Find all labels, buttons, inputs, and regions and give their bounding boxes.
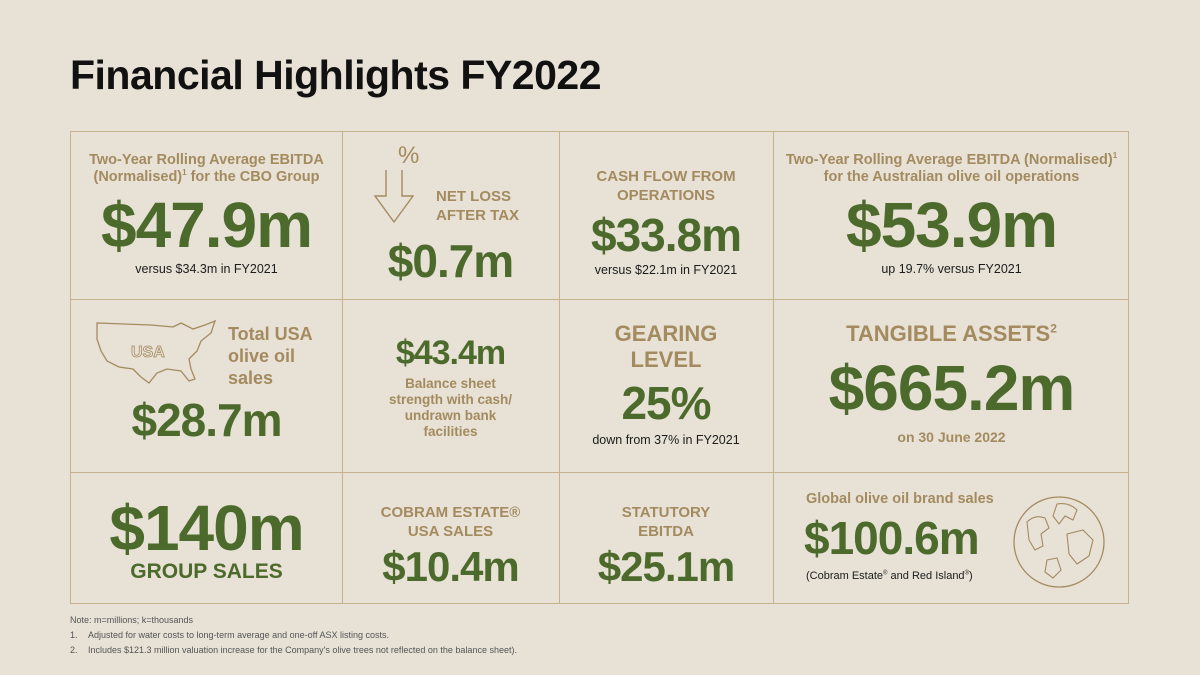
tangible-assets-label: TANGIBLE ASSETS2 — [846, 321, 1057, 346]
highlights-grid: Two-Year Rolling Average EBITDA (Normali… — [70, 131, 1129, 604]
tangible-assets-card: TANGIBLE ASSETS2 $665.2m on 30 June 2022 — [773, 299, 1130, 445]
cbo-ebitda-label: Two-Year Rolling Average EBITDA (Normali… — [89, 152, 324, 185]
group-sales-value: $140m — [109, 492, 304, 564]
footnote-note: Note: m=millions; k=thousands — [70, 615, 194, 625]
cbo-ebitda-card: Two-Year Rolling Average EBITDA (Normali… — [71, 132, 342, 276]
cobram-usa-card: COBRAM ESTATE® USA SALES $10.4m — [342, 472, 559, 591]
net-loss-label: NET LOSS AFTER TAX — [436, 188, 520, 224]
percent-symbol: % — [398, 142, 420, 169]
percent-down-arrow-icon — [372, 146, 422, 226]
global-sales-label: Global olive oil brand sales — [806, 491, 994, 507]
aus-ebitda-note: up 19.7% versus FY2021 — [881, 262, 1022, 276]
statutory-ebitda-label: STATUTORY EBITDA — [621, 504, 711, 540]
footnote-1: 1. Adjusted for water costs to long-term … — [70, 630, 389, 640]
cobram-usa-label: COBRAM ESTATE® USA SALES — [380, 504, 521, 540]
grid-divider — [342, 132, 343, 603]
usa-sales-label: Total USA olive oil sales — [228, 324, 313, 388]
grid-divider — [559, 132, 560, 603]
globe-icon — [1011, 494, 1107, 590]
gearing-value: 25% — [621, 377, 711, 429]
gearing-label: GEARING LEVEL — [614, 321, 718, 372]
usa-sales-value: $28.7m — [131, 394, 282, 446]
cbo-ebitda-note: versus $34.3m in FY2021 — [135, 262, 278, 276]
usa-map-text: USA — [131, 344, 165, 361]
page-title: Financial Highlights FY2022 — [70, 52, 602, 98]
net-loss-value: $0.7m — [387, 235, 514, 287]
global-sales-note: (Cobram Estate® and Red Island®) — [806, 570, 973, 582]
balance-sheet-card: $43.4m Balance sheet strength with cash/… — [342, 299, 559, 440]
aus-ebitda-label: Two-Year Rolling Average EBITDA (Normali… — [785, 151, 1118, 185]
gearing-note: down from 37% in FY2021 — [592, 433, 740, 447]
cobram-usa-value: $10.4m — [382, 543, 519, 590]
group-sales-card: $140m GROUP SALES — [71, 472, 342, 584]
cbo-ebitda-value: $47.9m — [100, 189, 313, 261]
footnote-2: 2. Includes $121.3 million valuation incr… — [70, 645, 517, 655]
grid-divider — [71, 299, 1128, 300]
aus-ebitda-value: $53.9m — [845, 189, 1058, 261]
group-sales-label: GROUP SALES — [130, 560, 283, 583]
balance-sheet-label: Balance sheet strength with cash/ undraw… — [388, 376, 513, 439]
cash-flow-label: CASH FLOW FROM OPERATIONS — [596, 168, 736, 204]
cash-flow-note: versus $22.1m in FY2021 — [594, 263, 738, 277]
grid-divider — [773, 132, 774, 603]
gearing-card: GEARING LEVEL 25% down from 37% in FY202… — [559, 299, 773, 447]
tangible-assets-note: on 30 June 2022 — [897, 429, 1006, 445]
balance-sheet-value: $43.4m — [395, 334, 506, 372]
statutory-ebitda-value: $25.1m — [597, 543, 735, 590]
cash-flow-value: $33.8m — [590, 209, 742, 261]
cash-flow-card: CASH FLOW FROM OPERATIONS $33.8m versus … — [559, 132, 773, 277]
footnotes: Note: m=millions; k=thousands 1. Adjusted… — [70, 613, 517, 658]
aus-ebitda-card: Two-Year Rolling Average EBITDA (Normali… — [773, 132, 1130, 276]
global-sales-value: $100.6m — [804, 512, 980, 564]
usa-sales-card: USA Total USA olive oil sales $28.7m — [71, 299, 342, 472]
tangible-assets-value: $665.2m — [828, 352, 1076, 424]
usa-map-icon: USA — [93, 317, 217, 387]
statutory-ebitda-card: STATUTORY EBITDA $25.1m — [559, 472, 773, 591]
grid-divider — [71, 472, 1128, 473]
